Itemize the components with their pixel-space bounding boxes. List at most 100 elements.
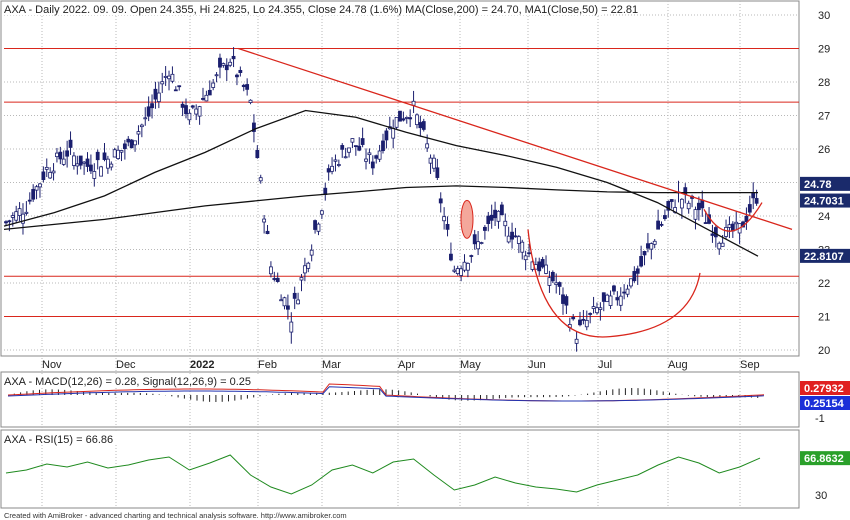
candle-body xyxy=(136,131,141,135)
rsi-value-tag: 66.8632 xyxy=(804,453,844,465)
candle-body xyxy=(489,214,494,221)
macd-lines xyxy=(7,383,765,402)
y-tick-label: 24 xyxy=(818,211,830,223)
candle-body xyxy=(486,215,491,224)
candle-body xyxy=(224,64,229,71)
candle-body xyxy=(652,240,657,245)
candle-body xyxy=(472,234,477,245)
candle-body xyxy=(190,105,195,108)
candle-body xyxy=(584,320,589,328)
candle-body xyxy=(598,307,603,310)
signal-line xyxy=(7,386,765,402)
candle-body xyxy=(547,277,552,286)
close-price-tag: 24.78 xyxy=(804,179,832,191)
candle-body xyxy=(445,223,450,230)
candle-body xyxy=(180,103,185,108)
candle-body xyxy=(48,172,53,179)
candle-body xyxy=(204,94,209,102)
x-tick-label: Apr xyxy=(398,359,415,371)
candle-body xyxy=(720,242,725,247)
candle-body xyxy=(309,249,314,256)
candle-body xyxy=(319,210,324,215)
rsi-line xyxy=(5,454,761,495)
candle-body xyxy=(153,88,158,100)
candle-body xyxy=(187,112,192,121)
candle-body xyxy=(133,140,137,146)
candle-body xyxy=(646,243,650,249)
candle-body xyxy=(357,145,362,151)
candle-body xyxy=(116,149,120,159)
ma50-line xyxy=(3,109,759,257)
candle-body xyxy=(156,92,161,102)
candle-body xyxy=(326,168,331,173)
candle-body xyxy=(377,150,382,160)
candle-body xyxy=(459,268,464,276)
candle-body xyxy=(588,313,593,315)
candle-body xyxy=(659,223,664,226)
candle-body xyxy=(700,199,705,209)
candle-body xyxy=(493,209,497,219)
candle-body xyxy=(503,220,508,227)
candle-body xyxy=(520,241,525,253)
candle-body xyxy=(14,211,19,221)
candle-body xyxy=(99,166,103,177)
candle-body xyxy=(292,292,297,299)
candle-body xyxy=(269,266,273,275)
candle-body xyxy=(55,152,59,158)
candle-body xyxy=(302,265,307,274)
ma200-line xyxy=(3,185,758,231)
y-tick-label: 20 xyxy=(818,345,830,357)
candle-body xyxy=(61,158,66,165)
candle-body xyxy=(102,152,107,160)
candle-body xyxy=(265,230,270,235)
candle-body xyxy=(554,282,559,285)
candle-body xyxy=(496,210,501,222)
y-tick-label: 22 xyxy=(818,278,830,290)
macd-panel-frame xyxy=(0,371,800,428)
candle-body xyxy=(360,138,365,145)
candle-body xyxy=(612,285,616,292)
candle-body xyxy=(550,271,555,282)
y-tick-label: 26 xyxy=(818,144,830,156)
candle-body xyxy=(622,291,627,294)
close-price-tag-bg xyxy=(800,176,850,191)
candle-body xyxy=(262,218,267,223)
candle-body xyxy=(601,292,606,302)
candle-body xyxy=(669,199,674,202)
candle-body xyxy=(455,268,460,275)
candle-body xyxy=(150,103,154,109)
candle-body xyxy=(343,156,348,159)
rsi-value-tag-bg xyxy=(800,451,850,466)
candle-body xyxy=(279,299,284,302)
candle-body xyxy=(197,106,202,117)
candle-body xyxy=(7,220,12,223)
price-title: AXA - Daily 2022. 09. 09. Open 24.355, H… xyxy=(4,4,638,16)
candle-body xyxy=(296,299,300,305)
candle-body xyxy=(201,98,205,100)
candle-body xyxy=(282,297,287,307)
candle-body xyxy=(289,321,294,333)
candle-body xyxy=(38,183,42,188)
candle-body xyxy=(21,213,25,224)
candle-body xyxy=(252,122,256,132)
candle-body xyxy=(353,145,358,148)
candle-body xyxy=(751,192,756,199)
x-tick-label: Feb xyxy=(258,359,277,371)
candle-body xyxy=(170,73,175,82)
macd-value-tag: 0.27932 xyxy=(804,383,844,395)
candle-body xyxy=(58,151,63,160)
candle-body xyxy=(347,147,351,153)
signal-value-tag: 0.25154 xyxy=(804,398,845,410)
candle-body xyxy=(581,318,586,321)
candle-body xyxy=(245,84,250,90)
support-resistance-lines xyxy=(4,48,799,317)
candle-body xyxy=(299,277,304,281)
candle-body xyxy=(421,121,426,130)
candle-body xyxy=(24,211,29,214)
candle-body xyxy=(177,85,182,88)
candle-body xyxy=(306,262,311,269)
y-tick-label: 27 xyxy=(818,111,830,123)
candle-body xyxy=(27,199,32,202)
candle-body xyxy=(591,306,596,309)
